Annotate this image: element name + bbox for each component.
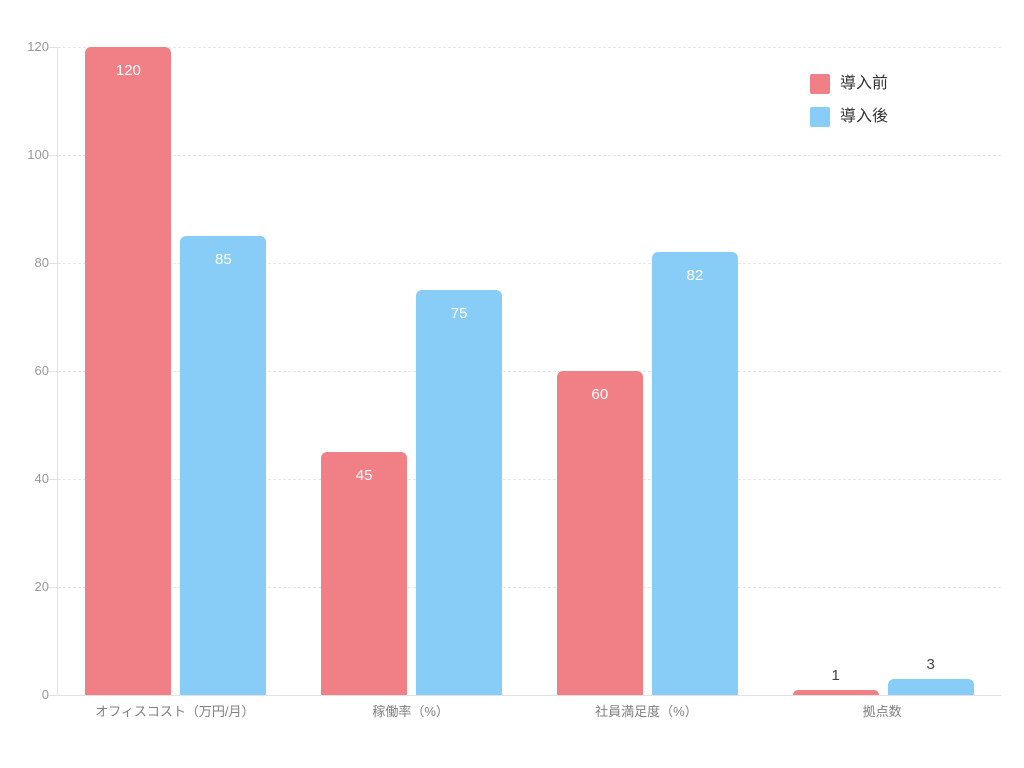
legend-swatch-icon <box>810 74 830 94</box>
bar-value-label: 75 <box>450 305 468 322</box>
legend-swatch-icon <box>810 107 830 127</box>
gridline <box>58 587 1001 588</box>
bar-s0-c3 <box>792 689 879 695</box>
y-tick-label: 120 <box>27 39 49 54</box>
legend: 導入前 導入後 <box>810 74 888 127</box>
x-category-label: 拠点数 <box>862 704 902 719</box>
bar-value-label: 3 <box>926 655 935 673</box>
bar-s0-c1 <box>321 452 408 695</box>
legend-label: 導入後 <box>840 108 889 125</box>
legend-label: 導入前 <box>840 75 889 92</box>
gridline <box>58 155 1001 156</box>
bar-s0-c2 <box>556 371 643 695</box>
bar-s1-c1 <box>416 290 503 695</box>
gridline <box>58 479 1001 480</box>
bar-s1-c2 <box>651 252 738 695</box>
bar-s1-c3 <box>887 678 974 695</box>
gridline <box>58 371 1001 372</box>
y-tick-label: 80 <box>34 255 49 270</box>
y-axis-tick <box>49 155 57 156</box>
bar-s0-c0 <box>85 47 172 695</box>
bar-value-label: 85 <box>215 251 232 268</box>
legend-item-1[interactable]: 導入後 <box>810 107 888 127</box>
y-tick-label: 20 <box>34 579 49 594</box>
bar-value-label: 120 <box>115 62 141 79</box>
legend-item-0[interactable]: 導入前 <box>810 74 888 94</box>
y-axis-tick <box>49 695 57 696</box>
y-tick-label: 60 <box>34 363 49 378</box>
y-axis-tick <box>49 47 57 48</box>
bar-s1-c0 <box>180 236 267 695</box>
y-axis-tick <box>49 263 57 264</box>
plot-area: 0 20 40 60 80 100 120 120 45 60 1 85 75 82 3 <box>27 39 1001 702</box>
gridline <box>58 47 1001 48</box>
y-tick-label: 0 <box>41 687 49 702</box>
y-axis-tick <box>49 479 57 480</box>
y-axis-tick <box>49 371 57 372</box>
bar-value-label: 60 <box>591 386 609 403</box>
bar-value-label: 45 <box>355 467 373 484</box>
bar-value-label: 82 <box>686 267 704 285</box>
x-category-label: 稼働率（%） <box>372 704 449 719</box>
x-category-label: オフィスコスト（万円/月） <box>95 704 255 719</box>
y-tick-label: 40 <box>34 471 49 486</box>
gridline <box>58 263 1001 264</box>
bar-value-label: 1 <box>831 666 840 684</box>
y-tick-label: 100 <box>27 147 49 162</box>
x-category-label: 社員満足度（%） <box>595 704 698 719</box>
y-axis-tick <box>49 587 57 588</box>
